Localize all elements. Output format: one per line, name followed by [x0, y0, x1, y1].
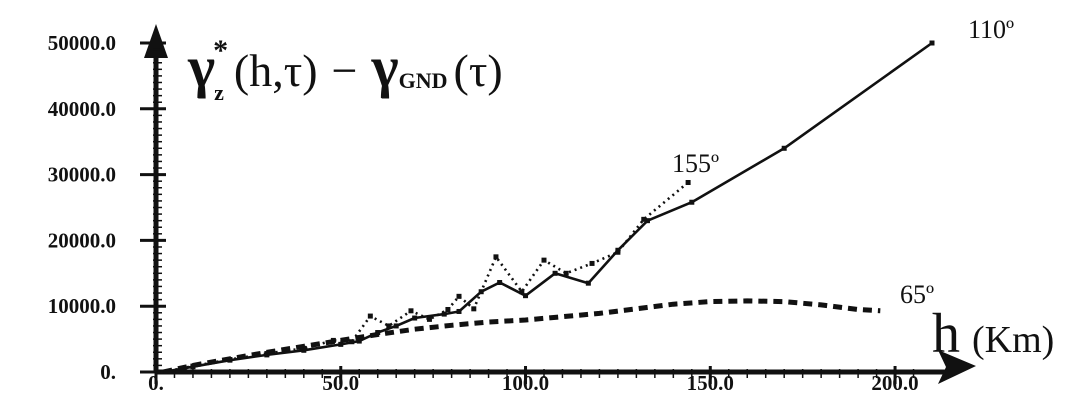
title-sub-gnd: GND [399, 68, 448, 93]
data-point [644, 218, 650, 224]
title-minus: − [332, 45, 358, 96]
x-axis-arrow [938, 350, 976, 384]
y-axis-arrow [144, 24, 168, 58]
x-axis-unit: (Km) [972, 319, 1054, 361]
y-tick-label: 20000.0 [48, 228, 116, 252]
x-axis-label: h [932, 303, 960, 365]
data-point [929, 40, 935, 46]
data-point [689, 199, 695, 205]
title-symbol-2: γ [370, 34, 398, 99]
y-tick-label: 50000.0 [48, 31, 116, 55]
data-point [781, 145, 787, 151]
data-point [386, 323, 392, 329]
x-tick-label: 150.0 [687, 371, 734, 394]
data-point [563, 270, 569, 276]
y-tick-label: 0. [100, 360, 116, 384]
x-tick-label: 200.0 [871, 371, 918, 394]
data-point [523, 293, 529, 299]
series-label: 65º [900, 280, 934, 309]
data-point [471, 306, 477, 312]
data-point [685, 179, 691, 185]
series-label: 110º [968, 15, 1014, 44]
data-point [412, 315, 418, 321]
data-point [367, 313, 373, 319]
series-label: 155º [672, 149, 719, 178]
data-point [393, 323, 399, 329]
y-tick-label: 40000.0 [48, 97, 116, 121]
title-sub-z: z [214, 80, 224, 105]
data-point [426, 316, 432, 322]
y-tick-label: 30000.0 [48, 163, 116, 187]
data-point [349, 339, 355, 345]
data-point [408, 308, 414, 314]
y-tick-label: 10000.0 [48, 294, 116, 318]
title-star: * [213, 34, 228, 67]
chart-title: γ* z (h,τ) − γGND (τ) [187, 34, 503, 105]
data-point [456, 308, 462, 314]
title-args-2: (τ) [454, 45, 503, 96]
data-point [338, 341, 344, 347]
data-point [589, 260, 595, 266]
data-point [445, 306, 451, 312]
x-tick-label: 0. [148, 371, 164, 394]
data-point [493, 254, 499, 260]
data-point [497, 280, 503, 286]
title-symbol: γ [187, 34, 215, 99]
ticks: 0. 10000.0 20000.0 30000.0 40000.0 50000.0 0. 5… [48, 31, 919, 394]
series-line [163, 181, 689, 374]
x-tick-label: 100.0 [502, 371, 549, 394]
data-point [641, 216, 647, 222]
title-args: (h,τ) [234, 45, 318, 96]
series: 110º 155º 65º [160, 15, 1014, 375]
data-point [552, 270, 558, 276]
data-point [356, 338, 362, 344]
series-line [163, 41, 933, 374]
data-point [456, 293, 462, 299]
series-line [162, 298, 881, 375]
data-point [519, 289, 525, 295]
data-point [160, 369, 166, 375]
x-tick-label: 50.0 [322, 371, 359, 394]
data-point [585, 280, 591, 286]
data-point [541, 257, 547, 263]
axes [144, 24, 976, 384]
data-point [441, 311, 447, 317]
data-point [615, 249, 621, 255]
